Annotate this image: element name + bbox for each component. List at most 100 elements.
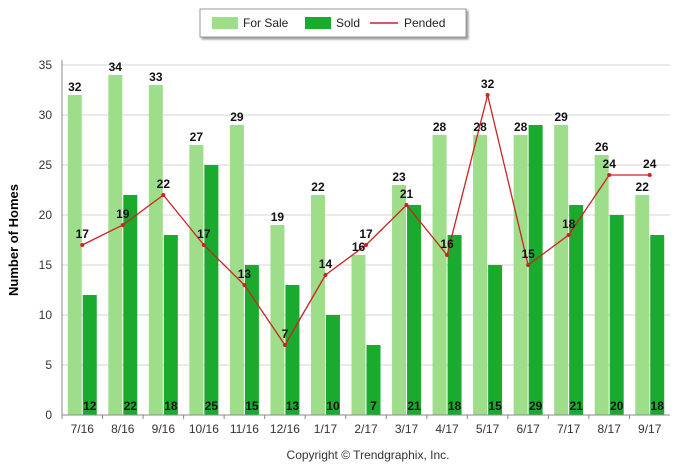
- legend-swatch-sold: [305, 17, 331, 29]
- data-label-for-sale: 29: [230, 110, 244, 124]
- bar-sold: [325, 315, 340, 415]
- data-label-sold: 15: [245, 399, 259, 413]
- bar-for-sale: [189, 145, 204, 415]
- data-label-for-sale: 22: [311, 180, 325, 194]
- y-axis-title: Number of Homes: [6, 184, 21, 296]
- data-label-sold: 18: [448, 399, 462, 413]
- data-label-pended: 13: [238, 267, 252, 281]
- point-pended: [323, 273, 328, 277]
- legend-swatch-for-sale: [212, 17, 238, 29]
- data-label-for-sale: 26: [595, 140, 609, 154]
- data-label-pended: 32: [481, 77, 495, 91]
- data-label-pended: 18: [562, 217, 576, 231]
- data-label-for-sale: 27: [190, 130, 204, 144]
- point-pended: [607, 173, 612, 177]
- data-label-sold: 22: [124, 399, 138, 413]
- y-tick-label: 35: [39, 58, 53, 72]
- data-label-pended: 24: [603, 157, 617, 171]
- x-tick-label: 4/17: [435, 422, 459, 436]
- point-pended: [161, 193, 166, 197]
- point-pended: [404, 203, 409, 207]
- x-tick-label: 2/17: [354, 422, 378, 436]
- data-label-pended: 17: [359, 227, 373, 241]
- legend-box: [199, 8, 467, 38]
- point-pended: [282, 343, 287, 347]
- data-label-for-sale: 32: [68, 80, 82, 94]
- bar-for-sale: [148, 85, 163, 415]
- legend-label-for-sale: For Sale: [243, 16, 289, 30]
- x-tick-label: 7/16: [71, 422, 95, 436]
- bar-sold: [123, 195, 138, 415]
- bar-sold: [407, 205, 422, 415]
- data-label-sold: 29: [529, 399, 543, 413]
- bar-sold: [244, 265, 259, 415]
- bar-for-sale: [310, 195, 325, 415]
- bar-sold: [528, 125, 543, 415]
- bar-for-sale: [351, 255, 366, 415]
- data-label-sold: 18: [164, 399, 178, 413]
- bar-for-sale: [594, 155, 609, 415]
- line-layer: [80, 93, 652, 347]
- bar-sold: [204, 165, 219, 415]
- bar-for-sale: [635, 195, 650, 415]
- data-label-for-sale: 23: [392, 170, 406, 184]
- point-pended: [445, 253, 450, 257]
- data-label-for-sale: 28: [514, 120, 528, 134]
- x-tick-label: 8/16: [111, 422, 135, 436]
- data-label-sold: 25: [205, 399, 219, 413]
- point-pended: [566, 233, 571, 237]
- point-pended: [485, 93, 490, 97]
- point-pended: [80, 243, 85, 247]
- label-layer: 32 12 34 22 33 18 27 25 29 15 19 13 22 10 16 7 23 21 28 18 2…: [68, 60, 664, 413]
- bar-for-sale: [67, 95, 82, 415]
- y-tick-label: 30: [39, 108, 53, 122]
- data-label-sold: 13: [286, 399, 300, 413]
- data-label-sold: 20: [610, 399, 624, 413]
- data-label-for-sale: 29: [554, 110, 568, 124]
- x-tick-label: 3/17: [395, 422, 419, 436]
- bar-layer: [67, 75, 665, 415]
- y-tick-label: 25: [39, 158, 53, 172]
- x-tick-label: 10/16: [189, 422, 219, 436]
- bar-for-sale: [473, 135, 488, 415]
- data-label-pended: 22: [157, 177, 171, 191]
- axis-layer: 0 5 10 15 20 25 30 35 7/16 8/16 9/16 10/16 11/16 12/1…: [39, 58, 670, 436]
- legend-label-pended: Pended: [404, 16, 445, 30]
- y-tick-label: 5: [45, 358, 52, 372]
- data-label-sold: 10: [326, 399, 340, 413]
- bar-sold: [366, 345, 381, 415]
- copyright-text: Copyright © Trendgraphix, Inc.: [287, 448, 450, 462]
- x-tick-label: 7/17: [557, 422, 581, 436]
- bar-sold: [447, 235, 462, 415]
- point-pended: [120, 223, 125, 227]
- legend-label-sold: Sold: [336, 16, 360, 30]
- y-tick-label: 20: [39, 208, 53, 222]
- data-label-pended: 21: [400, 187, 414, 201]
- data-label-for-sale: 16: [352, 240, 366, 254]
- bar-sold: [163, 235, 178, 415]
- x-tick-label: 9/16: [152, 422, 176, 436]
- data-label-sold: 18: [651, 399, 665, 413]
- x-tick-label: 8/17: [598, 422, 622, 436]
- legend: For Sale Sold Pended: [199, 8, 467, 38]
- point-pended: [201, 243, 206, 247]
- bar-for-sale: [108, 75, 123, 415]
- bar-sold: [569, 205, 584, 415]
- y-tick-label: 0: [45, 408, 52, 422]
- data-label-pended: 7: [282, 327, 289, 341]
- bar-for-sale: [270, 225, 285, 415]
- data-label-pended: 15: [521, 247, 535, 261]
- bar-for-sale: [432, 135, 447, 415]
- x-tick-label: 11/16: [230, 422, 259, 436]
- data-label-pended: 19: [116, 207, 130, 221]
- data-label-pended: 16: [440, 237, 454, 251]
- x-tick-label: 5/17: [476, 422, 500, 436]
- data-label-for-sale: 28: [473, 120, 487, 134]
- point-pended: [526, 263, 531, 267]
- data-label-sold: 7: [370, 399, 377, 413]
- x-tick-label: 9/17: [638, 422, 662, 436]
- y-tick-label: 10: [39, 308, 53, 322]
- bar-for-sale: [513, 135, 528, 415]
- data-label-pended: 14: [319, 257, 333, 271]
